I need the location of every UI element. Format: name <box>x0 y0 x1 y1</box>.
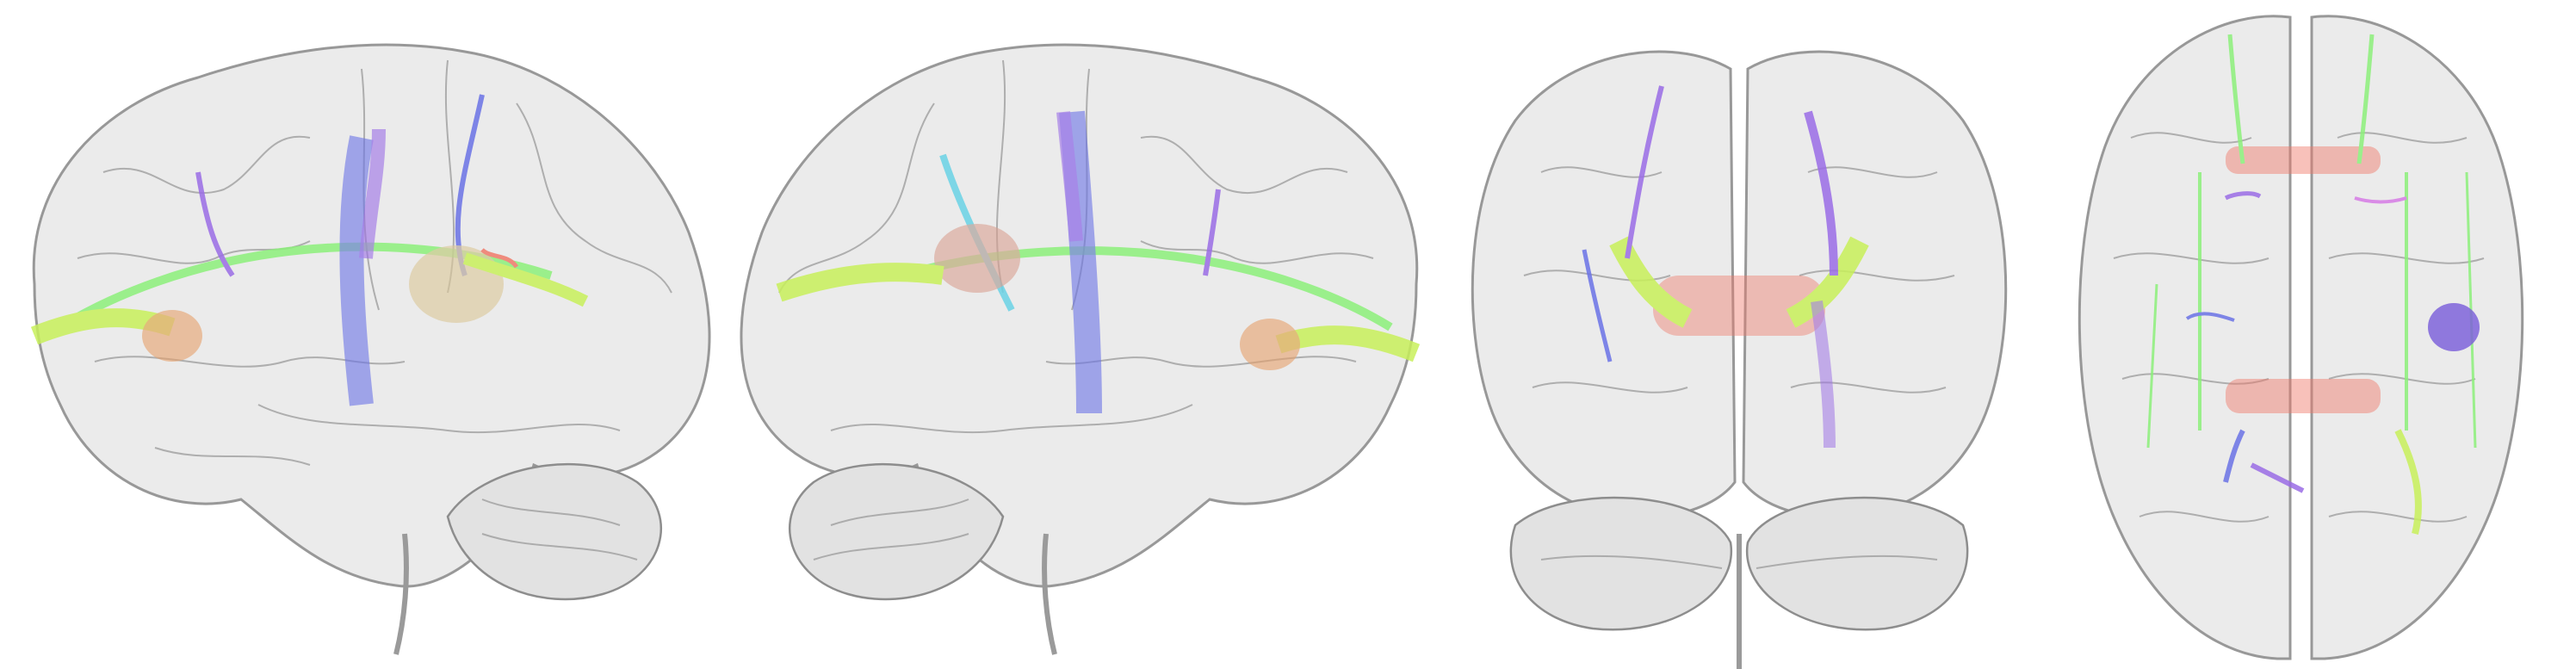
left-lateral-brain-render <box>30 43 711 655</box>
brain-surface <box>32 43 711 655</box>
right-anterior-pink <box>2354 196 2407 204</box>
cerebellum <box>789 462 1005 601</box>
brainstem <box>1042 533 1057 655</box>
left-blue-tract <box>1582 249 1613 362</box>
temporal-termination <box>409 245 504 323</box>
right-cerebellum <box>1745 496 1969 631</box>
left-violet-tract <box>1625 85 1664 259</box>
left-lateral-view <box>0 0 732 669</box>
frontal-termination <box>1240 319 1300 370</box>
corpus-callosum-genu <box>2226 146 2381 174</box>
right-frontal-green <box>2356 34 2375 164</box>
left-hemisphere <box>2078 15 2292 660</box>
red-fibers <box>480 248 519 269</box>
white-matter-tracts <box>30 94 589 406</box>
right-green-bundle <box>1786 236 1869 328</box>
left-blue-fibers <box>2185 312 2235 322</box>
small-violet-tract <box>195 171 235 277</box>
cortex-outline <box>32 43 711 588</box>
left-posterior-blue <box>2223 429 2245 483</box>
right-lateral-brain-render <box>740 43 1421 655</box>
right-posterior-green <box>2394 429 2422 535</box>
brain-surface <box>1471 50 2008 669</box>
left-lateral-green <box>2146 283 2158 449</box>
white-matter-tracts <box>1582 85 1869 449</box>
frontal-termination <box>142 310 202 362</box>
white-matter-tracts <box>2146 34 2480 535</box>
brainstem <box>393 533 409 655</box>
right-descending-tract <box>1811 300 1836 449</box>
temporal-termination <box>934 224 1020 293</box>
corticospinal-tract <box>1059 110 1102 414</box>
corpus-callosum-splenium <box>2226 379 2381 413</box>
sulci <box>2113 132 2485 523</box>
right-violet-tract <box>1804 110 1838 276</box>
small-violet-tract <box>1203 189 1221 276</box>
right-lateral-view <box>728 0 1451 669</box>
white-matter-tracts <box>776 110 1421 414</box>
corticospinal-tract <box>339 135 374 406</box>
temporal-green-tract <box>462 252 589 307</box>
posterior-brain-render <box>1471 50 2008 669</box>
corpus-callosum-splenium <box>1653 276 1825 336</box>
brain-surface <box>2078 15 2524 660</box>
left-posterior-violet <box>2250 462 2305 493</box>
right-violet-cluster <box>2428 303 2480 351</box>
left-anterior-violet <box>2224 191 2262 201</box>
left-frontal-green <box>2227 34 2245 164</box>
superior-view <box>2028 0 2576 669</box>
right-hemisphere <box>2310 15 2524 660</box>
motor-tract <box>359 128 386 259</box>
temporal-green-tract <box>776 263 944 302</box>
posterior-view <box>1446 0 2032 669</box>
cerebellum <box>446 462 662 601</box>
sulci <box>1523 166 1955 569</box>
superior-brain-render <box>2078 15 2524 660</box>
left-cerebellum <box>1509 496 1733 631</box>
left-green-bundle <box>1609 236 1693 328</box>
motor-tract <box>1056 111 1083 242</box>
